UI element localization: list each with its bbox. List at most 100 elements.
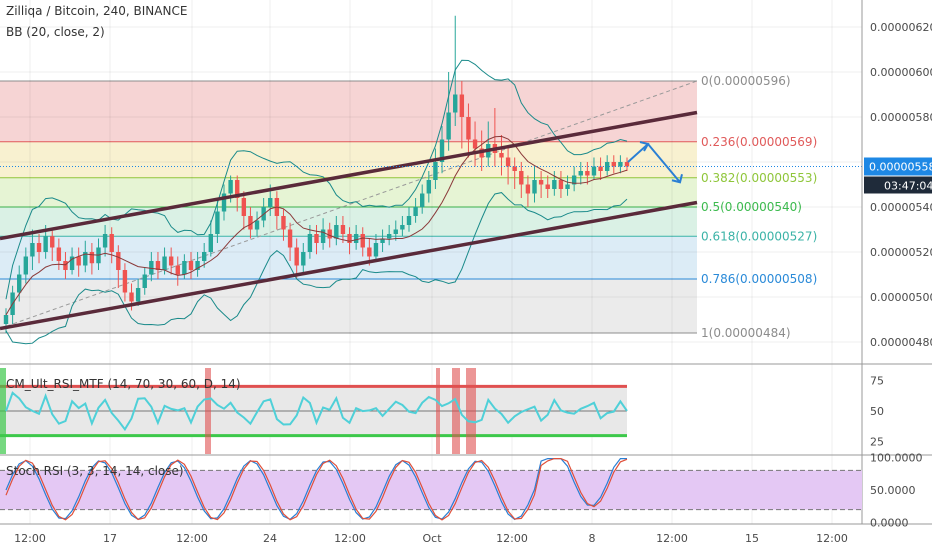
candle-body <box>611 162 616 167</box>
candle-body <box>228 180 233 194</box>
candle-body <box>347 234 352 243</box>
stoch-tick-label: 50.0000 <box>870 484 916 497</box>
candle-body <box>129 292 134 302</box>
candle-body <box>248 216 253 230</box>
fib-band-0 <box>0 81 697 142</box>
candle-body <box>241 198 247 216</box>
candle-body <box>380 238 385 243</box>
candle-body <box>254 220 260 230</box>
rsi-tick-label: 25 <box>870 436 884 449</box>
last-price-label: 0.00000558 <box>869 161 932 174</box>
fib-label-0.618: 0.618(0.00000527) <box>701 229 817 243</box>
last-price-label-bg <box>864 157 932 176</box>
fib-label-0.786: 0.786(0.00000508) <box>701 272 817 286</box>
candle-body <box>168 256 174 266</box>
fib-label-0.5: 0.5(0.00000540) <box>701 200 802 214</box>
candle-body <box>545 184 550 189</box>
candle-body <box>17 274 22 293</box>
candle-body <box>23 256 29 275</box>
rsi-tick-label: 50 <box>870 405 884 418</box>
price-tick-label: 0.00000540 <box>870 201 932 214</box>
candle-body <box>386 234 392 239</box>
time-tick-label: 12:00 <box>14 532 46 545</box>
channel-lower-line <box>0 200 698 331</box>
price-tick-label: 0.00000620 <box>870 21 932 34</box>
time-tick-label: 17 <box>103 532 117 545</box>
stoch-pane-title: Stoch RSI (3, 3, 14, 14, close) <box>6 464 184 478</box>
candle-body <box>420 193 425 207</box>
candle-body <box>314 234 319 243</box>
candle-body <box>353 234 359 243</box>
price-tick-label: 0.00000600 <box>870 66 932 79</box>
candle-body <box>83 252 88 266</box>
candle-body <box>453 94 458 113</box>
indicator-title: BB (20, close, 2) <box>6 25 105 39</box>
price-tick-label: 0.00000500 <box>870 291 932 304</box>
candle-body <box>538 180 544 185</box>
candle-body <box>162 256 167 270</box>
rsi-oversold-bar <box>0 368 6 454</box>
stoch-bg-band <box>0 470 862 510</box>
candle-body <box>565 184 570 189</box>
candle-body <box>43 236 48 252</box>
candle-body <box>320 229 326 243</box>
time-tick-label: 12:00 <box>176 532 208 545</box>
time-tick-label: 12:00 <box>334 532 366 545</box>
candle-body <box>235 180 240 198</box>
candle-body <box>598 166 603 171</box>
candle-body <box>116 252 121 270</box>
forecast-arrow-head-up <box>639 141 650 152</box>
candle-body <box>221 193 227 212</box>
candle-body <box>215 211 220 234</box>
candle-body <box>175 265 180 275</box>
candle-body <box>552 180 557 189</box>
candle-body <box>50 236 55 248</box>
candle-body <box>76 256 81 266</box>
candle-body <box>624 162 630 167</box>
rsi-pane-title: CM_Ult_RSI_MTF (14, 70, 30, 60, D, 14) <box>6 377 241 391</box>
candle-body <box>56 247 62 261</box>
candle-body <box>393 229 398 234</box>
candle-body <box>519 171 524 185</box>
candle-body <box>149 261 154 275</box>
fib-label-0.236: 0.236(0.00000569) <box>701 135 817 149</box>
candle-body <box>268 198 273 207</box>
candle-body <box>433 162 438 180</box>
time-tick-label: Oct <box>422 532 442 545</box>
forecast-arrow-head-down <box>671 174 683 184</box>
candle-body <box>208 234 213 252</box>
time-tick-label: 8 <box>589 532 596 545</box>
candle-body <box>69 256 75 270</box>
candle-body <box>327 229 332 239</box>
candle-body <box>195 261 200 270</box>
candle-body <box>466 117 471 140</box>
stoch-k-line <box>5 458 627 521</box>
rsi-highlight-bar <box>436 368 440 454</box>
rsi-line <box>5 391 628 432</box>
price-tick-label: 0.00000520 <box>870 246 932 259</box>
candle-body <box>122 270 128 293</box>
time-tick-label: 15 <box>745 532 759 545</box>
candle-body <box>281 216 286 230</box>
candle-body <box>3 315 9 324</box>
candle-body <box>294 247 299 266</box>
candle-body <box>367 247 372 257</box>
time-tick-label: 12:00 <box>816 532 848 545</box>
candle-body <box>287 229 293 248</box>
stoch-tick-label: 100.0000 <box>870 451 923 464</box>
candle-body <box>604 162 610 171</box>
fib-label-1: 1(0.00000484) <box>701 326 791 340</box>
stoch-d-line <box>5 458 628 521</box>
fib-label-0: 0(0.00000596) <box>701 74 791 88</box>
rsi-highlight-bar <box>466 368 476 454</box>
candle-body <box>340 225 346 234</box>
candle-body <box>307 234 313 252</box>
candle-body <box>571 175 577 185</box>
channel-upper-line <box>0 110 698 241</box>
candle-body <box>201 252 207 261</box>
candle-body <box>413 207 418 216</box>
candle-body <box>406 216 412 225</box>
candle-body <box>499 153 504 158</box>
